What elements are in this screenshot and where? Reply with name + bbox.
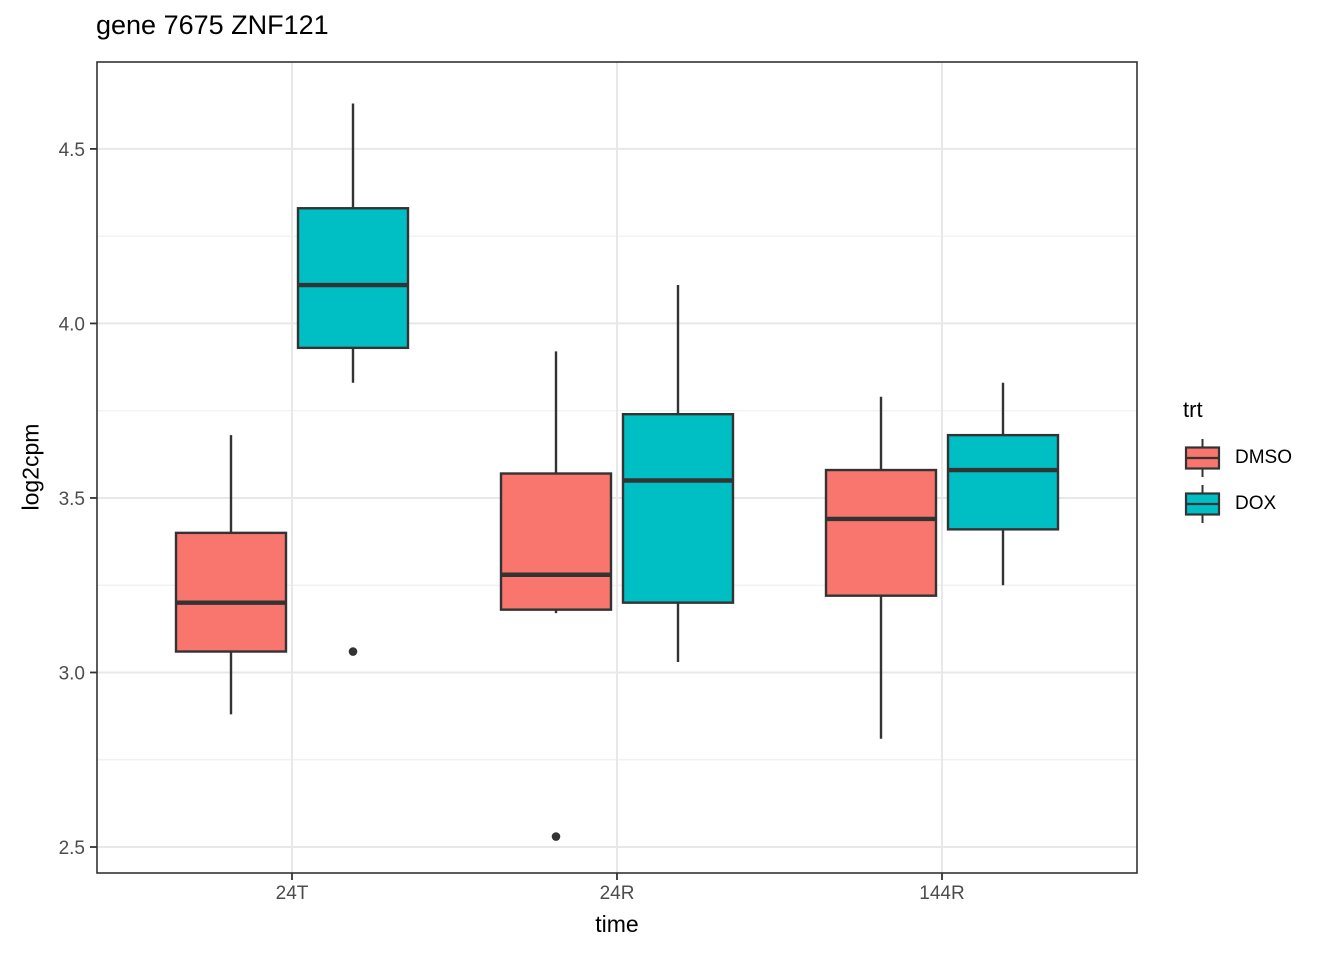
box-dmso-24r [499,472,613,611]
outlier-point-dox-24t [348,647,358,656]
x-tick-label: 24T [276,883,309,904]
legend-item-dmso: DMSO [1183,435,1292,481]
x-axis-title: time [595,911,639,937]
y-axis-title: log2cpm [17,423,44,511]
boxplot-key-dmso-icon [1184,439,1221,477]
box-dmso-24t [174,531,288,653]
y-tick-label: 2.5 [59,838,85,859]
boxplot-key-dox-icon [1184,485,1221,523]
legend-label-dmso: DMSO [1235,447,1292,468]
box-dox-24r [621,412,735,604]
legend-label-dox: DOX [1235,493,1277,514]
legend-item-dox: DOX [1183,481,1292,527]
outlier-point-dmso-24r [551,832,561,841]
legend-title: trt [1183,397,1203,422]
y-tick-label: 3.5 [59,489,85,510]
y-tick-label: 3.0 [59,663,85,684]
y-tick-label: 4.5 [59,140,85,161]
chart-title: gene 7675 ZNF121 [96,10,329,40]
box-dox-24t [296,207,410,350]
y-tick-label: 4.0 [59,314,85,335]
legend: trt DMSO DOX [1183,397,1292,527]
x-tick-label: 24R [600,883,635,904]
x-tick-label: 144R [919,883,964,904]
box-dox-144r [946,433,1060,531]
box-dmso-144r [824,468,938,597]
